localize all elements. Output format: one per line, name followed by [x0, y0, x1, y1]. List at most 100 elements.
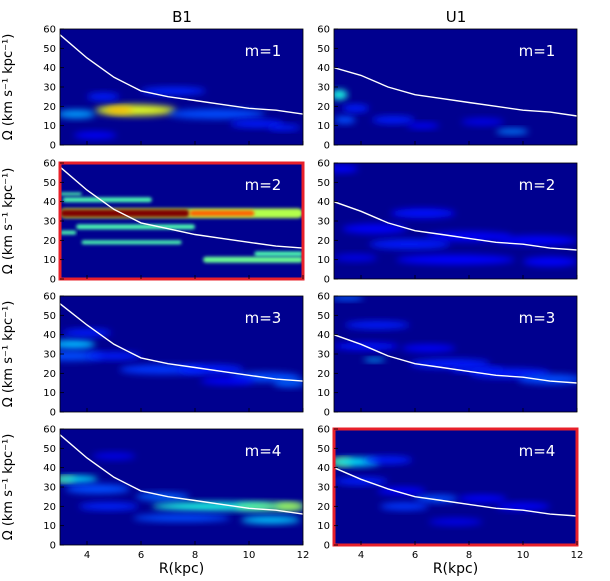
heatmap-blob	[65, 484, 131, 494]
y-tick-label: 50	[317, 44, 330, 55]
heatmap-blob	[460, 117, 505, 126]
y-tick-label: 30	[43, 350, 56, 361]
mode-label: m=2	[519, 176, 556, 194]
x-tick-label: 8	[466, 550, 472, 561]
panel-b1-m3: m=3 0 10 20 30 40 50 60 Ω (km s⁻¹ kpc⁻¹)	[1, 292, 304, 419]
rotation-curve-line	[334, 467, 577, 517]
y-tick-label: 60	[317, 292, 330, 303]
heatmap-band	[76, 224, 195, 230]
y-tick-label: 10	[317, 121, 330, 132]
heatmap-band	[62, 197, 152, 203]
x-axis-label: R(kpc)	[159, 561, 204, 577]
y-tick-label: 0	[50, 541, 56, 552]
y-tick-label: 40	[43, 330, 56, 341]
heatmap-blob	[60, 109, 96, 119]
heatmap-blob	[496, 128, 529, 135]
y-tick-label: 0	[324, 275, 330, 286]
rotation-curve-line	[60, 166, 303, 249]
y-tick-label: 20	[43, 502, 56, 513]
column-title-b1: B1	[172, 8, 192, 26]
x-tick-label: 4	[358, 550, 364, 561]
heatmap-blob	[60, 339, 96, 350]
heatmap-blob	[342, 223, 407, 234]
mode-label: m=1	[245, 42, 282, 60]
y-tick-label: 10	[43, 521, 56, 532]
mode-label: m=1	[519, 42, 556, 60]
heatmap-blob	[406, 122, 440, 129]
y-tick-label: 30	[43, 217, 56, 228]
y-tick-label: 40	[317, 463, 330, 474]
mode-label: m=3	[245, 309, 282, 327]
heatmap-blob	[334, 164, 359, 173]
heatmap-blob	[78, 502, 139, 511]
y-tick-label: 20	[43, 369, 56, 380]
y-tick-label: 30	[317, 217, 330, 228]
y-tick-label: 20	[43, 236, 56, 247]
rotation-curve-line	[60, 34, 303, 115]
heatmap-blob	[496, 502, 550, 511]
mode-label: m=4	[519, 442, 556, 460]
y-tick-label: 30	[43, 483, 56, 494]
panel-b1-m4: m=4 0 10 20 30 40 50 60 4 6 8 10 12 Ω (km s⁻¹ kpc⁻¹) R…	[1, 425, 309, 578]
y-tick-label: 50	[43, 178, 56, 189]
heatmap-blob	[344, 321, 410, 329]
heatmap-blob	[334, 296, 364, 301]
heatmap-band	[60, 192, 82, 196]
y-axis-label: Ω (km s⁻¹ kpc⁻¹)	[1, 34, 16, 141]
heatmap-blob	[369, 239, 451, 250]
y-tick-label: 30	[317, 83, 330, 94]
y-tick-label: 50	[43, 444, 56, 455]
heatmap-blob	[87, 352, 141, 360]
heatmap-background	[334, 296, 577, 412]
heatmap-blob	[240, 516, 301, 524]
y-tick-label: 40	[317, 330, 330, 341]
heatmap-blob	[401, 344, 456, 353]
y-tick-label: 20	[317, 369, 330, 380]
y-tick-label: 0	[50, 275, 56, 286]
y-tick-label: 0	[324, 541, 330, 552]
x-tick-label: 4	[84, 550, 90, 561]
heatmap-blob	[334, 477, 388, 486]
y-tick-label: 0	[50, 408, 56, 419]
rotation-curve-line	[60, 303, 303, 382]
y-tick-label: 40	[317, 197, 330, 208]
panel-b1-m1: m=1 0 10 20 30 40 50 60 Ω (km s⁻¹ kpc⁻¹)	[1, 25, 304, 152]
y-tick-label: 50	[43, 44, 56, 55]
mode-label: m=4	[245, 442, 282, 460]
heatmap-blob	[496, 235, 577, 246]
heatmap-blob	[334, 116, 356, 124]
y-tick-label: 10	[317, 388, 330, 399]
y-tick-label: 60	[43, 425, 56, 436]
panel-u1-m2: m=2 0 10 20 30 40 50 60	[317, 159, 578, 286]
x-tick-label: 10	[517, 550, 530, 561]
heatmap-blob	[523, 256, 577, 267]
x-tick-label: 6	[412, 550, 418, 561]
heatmap-blob	[425, 231, 513, 242]
y-tick-label: 40	[43, 463, 56, 474]
y-tick-label: 20	[317, 502, 330, 513]
y-axis-label: Ω (km s⁻¹ kpc⁻¹)	[1, 168, 16, 275]
heatmap-blob	[363, 357, 386, 362]
heatmap-blob	[276, 503, 303, 510]
y-tick-label: 0	[324, 408, 330, 419]
heatmap-blob	[92, 452, 136, 460]
heatmap-blob	[168, 109, 266, 119]
heatmap-blob	[396, 254, 515, 265]
panel-u1-m4: m=4 0 10 20 30 40 50 60 4 6 8 10 12 R(kpc)	[317, 425, 583, 578]
y-tick-label: 40	[43, 63, 56, 74]
y-axis-label: Ω (km s⁻¹ kpc⁻¹)	[1, 301, 16, 408]
panel-u1-m3: m=3 0 10 20 30 40 50 60	[317, 292, 578, 419]
panel-b1-m2: m=2 0 10 20 30 40 50 60 Ω (km s⁻¹ kpc⁻¹)	[1, 159, 305, 286]
y-tick-label: 60	[317, 425, 330, 436]
rotation-curve-line	[334, 67, 577, 117]
y-tick-label: 20	[317, 102, 330, 113]
heatmap-blob	[151, 502, 271, 511]
x-tick-label: 10	[243, 550, 256, 561]
y-tick-label: 10	[43, 388, 56, 399]
mode-label: m=3	[519, 309, 556, 327]
heatmap-band	[254, 251, 303, 257]
heatmap-blob	[200, 377, 255, 385]
heatmap-blob	[141, 87, 206, 95]
